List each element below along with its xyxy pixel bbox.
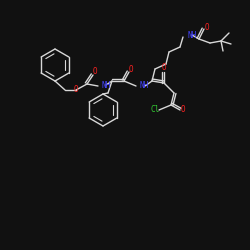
Text: O: O	[181, 106, 185, 114]
Text: O: O	[205, 22, 209, 32]
Text: O: O	[162, 64, 166, 72]
Text: NH: NH	[187, 30, 196, 40]
Text: NH: NH	[139, 82, 148, 90]
Text: NH: NH	[101, 80, 110, 90]
Text: O: O	[74, 84, 78, 94]
Text: O: O	[93, 68, 97, 76]
Text: O: O	[129, 64, 133, 74]
Text: Cl: Cl	[150, 106, 160, 114]
